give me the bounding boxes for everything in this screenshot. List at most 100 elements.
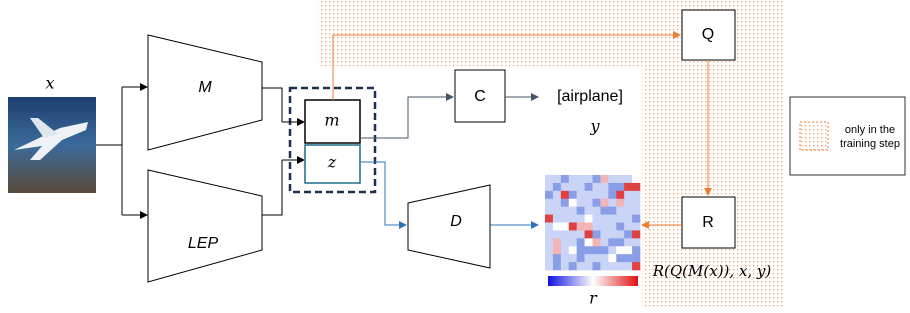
heatmap-cell — [561, 254, 569, 262]
heatmap-cell — [545, 207, 553, 215]
heatmap-cell — [632, 238, 640, 246]
heatmap-cell — [553, 199, 561, 207]
heatmap-cell — [624, 223, 632, 231]
heatmap-cell — [569, 175, 577, 183]
connector — [96, 87, 122, 215]
heatmap-cell — [632, 199, 640, 207]
heatmap-cell — [561, 175, 569, 183]
heatmap-cell — [545, 191, 553, 199]
heatmap-cell — [561, 207, 569, 215]
heatmap-cell — [608, 238, 616, 246]
connector — [262, 160, 282, 215]
heatmap-cell — [608, 262, 616, 270]
heatmap-cell — [600, 183, 608, 191]
r-label: R — [702, 214, 714, 231]
heatmap-cell — [553, 215, 561, 223]
heatmap-cell — [553, 254, 561, 262]
heatmap-cell — [569, 215, 577, 223]
heatmap-cell — [545, 246, 553, 254]
heatmap-cell — [585, 175, 593, 183]
heatmap-cell — [561, 246, 569, 254]
heatmap-cell — [632, 175, 640, 183]
heatmap-cell — [616, 246, 624, 254]
heatmap-cell — [624, 254, 632, 262]
heatmap-cell — [600, 223, 608, 231]
heatmap-cell — [600, 215, 608, 223]
heatmap-cell — [624, 238, 632, 246]
heatmap-cell — [616, 175, 624, 183]
latent-label: z — [327, 153, 337, 172]
heatmap-cell — [561, 238, 569, 246]
heatmap-cell — [624, 191, 632, 199]
heatmap-cell — [577, 207, 585, 215]
heatmap-cell — [593, 254, 601, 262]
latent-label: m — [324, 111, 339, 130]
heatmap-cell — [577, 230, 585, 238]
heatmap-label: r — [589, 289, 598, 308]
heatmap-cell — [545, 238, 553, 246]
heatmap-cell — [608, 246, 616, 254]
heatmap-cell — [577, 238, 585, 246]
heatmap-cell — [624, 183, 632, 191]
classifier-label: C — [474, 88, 486, 105]
input-label: x — [45, 74, 54, 93]
heatmap-cell — [624, 215, 632, 223]
encoder-label: M — [198, 79, 212, 96]
heatmap-cell — [585, 238, 593, 246]
heatmap-cell — [553, 183, 561, 191]
heatmap-cell — [593, 175, 601, 183]
heatmap-cell — [585, 262, 593, 270]
heatmap-cell — [561, 223, 569, 231]
heatmap-cell — [585, 199, 593, 207]
heatmap-cell — [616, 223, 624, 231]
heatmap-cell — [577, 183, 585, 191]
heatmap-cell — [608, 215, 616, 223]
heatmap-cell — [569, 223, 577, 231]
heatmap-cell — [608, 230, 616, 238]
heatmap-cell — [553, 191, 561, 199]
heatmap-cell — [616, 230, 624, 238]
heatmap-cell — [569, 230, 577, 238]
heatmap-cell — [624, 262, 632, 270]
heatmap-cell — [616, 215, 624, 223]
heatmap-cell — [577, 191, 585, 199]
heatmap-cell — [569, 262, 577, 270]
heatmap-cell — [585, 254, 593, 262]
heatmap-cell — [577, 262, 585, 270]
heatmap-cell — [585, 183, 593, 191]
heatmap-cell — [608, 199, 616, 207]
heatmap-cell — [600, 175, 608, 183]
class-symbol: y — [589, 117, 600, 136]
heatmap-cell — [632, 223, 640, 231]
heatmap-cell — [561, 215, 569, 223]
heatmap-cell — [553, 175, 561, 183]
heatmap-cell — [593, 215, 601, 223]
heatmap-cell — [561, 230, 569, 238]
heatmap-cell — [593, 191, 601, 199]
heatmap-cell — [545, 175, 553, 183]
heatmap-cell — [569, 183, 577, 191]
heatmap-cell — [577, 215, 585, 223]
legend-text: training step — [840, 138, 900, 150]
heatmap-cell — [600, 254, 608, 262]
heatmap-cell — [632, 191, 640, 199]
heatmap-cell — [608, 223, 616, 231]
decoder-label: D — [450, 213, 462, 230]
heatmap-cell — [561, 199, 569, 207]
heatmap-cell — [616, 191, 624, 199]
heatmap-cell — [593, 207, 601, 215]
heatmap-cell — [545, 223, 553, 231]
diagram: x M LEP m z C [airplane] y D r Q R R(Q(M… — [0, 0, 910, 308]
q-label: Q — [702, 26, 714, 43]
heatmap-cell — [585, 246, 593, 254]
encoder-lep — [148, 170, 262, 282]
heatmap-cell — [624, 246, 632, 254]
heatmap-cell — [545, 254, 553, 262]
heatmap-cell — [608, 207, 616, 215]
input-image — [8, 97, 96, 193]
heatmap-cell — [632, 207, 640, 215]
heatmap-cell — [545, 199, 553, 207]
heatmap-cell — [600, 262, 608, 270]
heatmap-cell — [616, 262, 624, 270]
heatmap-cell — [585, 207, 593, 215]
